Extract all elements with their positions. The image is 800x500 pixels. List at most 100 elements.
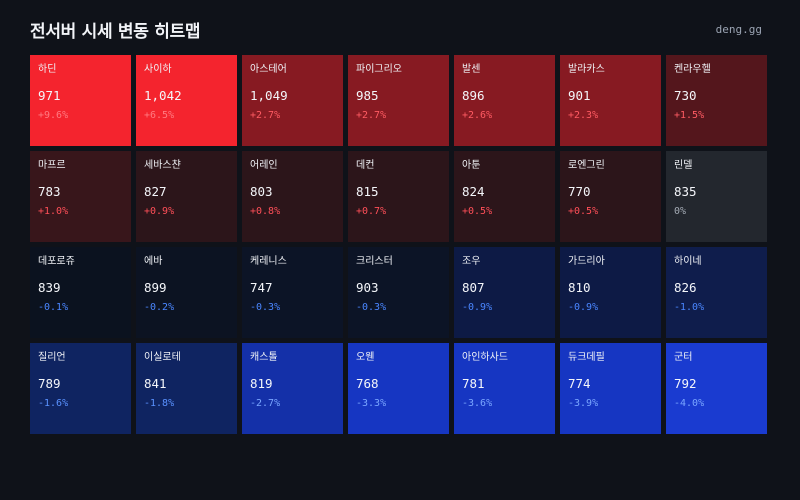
server-tile[interactable]: 캐스톨 819 -2.7% [242,343,343,434]
price-change: +0.9% [144,206,175,217]
header: 전서버 시세 변동 히트맵 deng.gg [30,16,762,42]
server-name: 로엔그린 [568,160,605,171]
price-change: +0.5% [568,206,599,217]
server-price: 768 [356,376,379,391]
price-change: +0.7% [356,206,387,217]
server-name: 아툰 [462,160,481,171]
server-tile[interactable]: 발라카스 901 +2.3% [560,55,661,146]
server-tile[interactable]: 케레니스 747 -0.3% [242,247,343,338]
server-name: 군터 [674,352,693,363]
price-change: -0.9% [462,302,493,313]
server-tile[interactable]: 세바스챤 827 +0.9% [136,151,237,242]
server-tile[interactable]: 군터 792 -4.0% [666,343,767,434]
server-tile[interactable]: 데컨 815 +0.7% [348,151,449,242]
server-price: 781 [462,376,485,391]
price-change: +0.5% [462,206,493,217]
price-change: +2.3% [568,110,599,121]
server-name: 크리스터 [356,256,393,267]
server-price: 899 [144,280,167,295]
server-tile[interactable]: 오웬 768 -3.3% [348,343,449,434]
price-change: -0.9% [568,302,599,313]
server-name: 이실로테 [144,352,181,363]
server-price: 783 [38,184,61,199]
price-change: -1.8% [144,398,175,409]
server-name: 데포로쥬 [38,256,75,267]
server-price: 770 [568,184,591,199]
server-price: 789 [38,376,61,391]
server-tile[interactable]: 데포로쥬 839 -0.1% [30,247,131,338]
server-tile[interactable]: 가드리아 810 -0.9% [560,247,661,338]
price-change: -1.6% [38,398,69,409]
server-price: 903 [356,280,379,295]
price-change: -0.3% [356,302,387,313]
server-tile[interactable]: 린델 835 0% [666,151,767,242]
server-name: 캐스톨 [250,352,278,363]
server-tile[interactable]: 파이그리오 985 +2.7% [348,55,449,146]
price-change: -0.3% [250,302,281,313]
server-tile[interactable]: 어레인 803 +0.8% [242,151,343,242]
server-tile[interactable]: 켄라우헬 730 +1.5% [666,55,767,146]
price-change: -0.1% [38,302,69,313]
price-change: +2.7% [356,110,387,121]
server-tile[interactable]: 크리스터 903 -0.3% [348,247,449,338]
server-name: 아인하사드 [462,352,508,363]
server-tile[interactable]: 질리언 789 -1.6% [30,343,131,434]
server-price: 792 [674,376,697,391]
server-name: 켄라우헬 [674,64,711,75]
price-change: -3.3% [356,398,387,409]
server-name: 발라카스 [568,64,605,75]
site-label[interactable]: deng.gg [715,22,762,36]
server-name: 케레니스 [250,256,287,267]
price-change: 0% [674,206,687,217]
server-price: 824 [462,184,485,199]
server-tile[interactable]: 듀크데필 774 -3.9% [560,343,661,434]
server-name: 가드리아 [568,256,605,267]
server-tile[interactable]: 하이네 826 -1.0% [666,247,767,338]
server-tile[interactable]: 발센 896 +2.6% [454,55,555,146]
server-price: 730 [674,88,697,103]
price-change: -1.0% [674,302,705,313]
server-name: 조우 [462,256,481,267]
price-change: +1.0% [38,206,69,217]
server-price: 774 [568,376,591,391]
server-name: 발센 [462,64,481,75]
server-name: 듀크데필 [568,352,605,363]
server-name: 오웬 [356,352,375,363]
price-change: +1.5% [674,110,705,121]
server-price: 1,042 [144,88,182,103]
server-price: 841 [144,376,167,391]
server-tile[interactable]: 하딘 971 +9.6% [30,55,131,146]
server-tile[interactable]: 이실로테 841 -1.8% [136,343,237,434]
server-tile[interactable]: 로엔그린 770 +0.5% [560,151,661,242]
price-change: +2.7% [250,110,281,121]
server-price: 901 [568,88,591,103]
server-name: 데컨 [356,160,375,171]
price-change: -0.2% [144,302,175,313]
server-price: 971 [38,88,61,103]
server-tile[interactable]: 마프르 783 +1.0% [30,151,131,242]
server-name: 아스테어 [250,64,287,75]
price-change: -2.7% [250,398,281,409]
server-name: 어레인 [250,160,278,171]
price-change: +0.8% [250,206,281,217]
server-tile[interactable]: 조우 807 -0.9% [454,247,555,338]
server-price: 810 [568,280,591,295]
server-name: 사이하 [144,64,172,75]
server-tile[interactable]: 아스테어 1,049 +2.7% [242,55,343,146]
server-price: 896 [462,88,485,103]
server-name: 에바 [144,256,163,267]
server-price: 835 [674,184,697,199]
server-tile[interactable]: 아인하사드 781 -3.6% [454,343,555,434]
server-tile[interactable]: 아툰 824 +0.5% [454,151,555,242]
server-price: 1,049 [250,88,288,103]
price-change: -3.9% [568,398,599,409]
server-name: 하딘 [38,64,57,75]
server-name: 마프르 [38,160,66,171]
server-price: 985 [356,88,379,103]
server-tile[interactable]: 사이하 1,042 +6.5% [136,55,237,146]
server-tile[interactable]: 에바 899 -0.2% [136,247,237,338]
price-change: -3.6% [462,398,493,409]
price-change: -4.0% [674,398,705,409]
server-price: 815 [356,184,379,199]
